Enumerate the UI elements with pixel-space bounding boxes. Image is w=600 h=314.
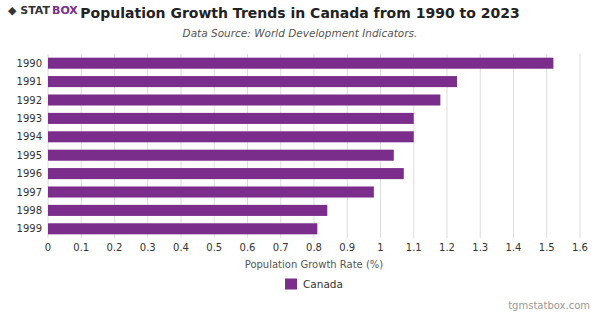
y-tick-label: 1991 [17, 76, 42, 87]
chart: Population Growth Trends in Canada from … [0, 0, 600, 314]
grid-line [546, 54, 547, 238]
y-tick-label: 1998 [17, 205, 42, 216]
bar [48, 94, 440, 105]
watermark: tgmstatbox.com [508, 300, 590, 311]
x-tick-label: 0.8 [306, 242, 322, 253]
bar [48, 76, 457, 87]
x-tick-label: 0.6 [240, 242, 256, 253]
x-tick-label: 0.7 [273, 242, 289, 253]
bar [48, 150, 394, 161]
x-tick-label: 1.3 [472, 242, 488, 253]
bar [48, 168, 404, 179]
bar [48, 186, 374, 197]
x-tick-label: 0.4 [173, 242, 189, 253]
y-tick-label: 1996 [17, 168, 42, 179]
x-tick-label: 0.2 [107, 242, 123, 253]
y-tick-label: 1994 [17, 131, 42, 142]
grid-line [480, 54, 481, 238]
x-tick-label: 1.2 [439, 242, 455, 253]
grid-line [513, 54, 514, 238]
legend: Canada [285, 278, 343, 290]
y-tick-label: 1993 [17, 113, 42, 124]
logo-text: ◆ STAT [8, 4, 51, 17]
legend-swatch [285, 279, 297, 290]
x-tick-label: 1 [377, 242, 383, 253]
x-tick-label: 1.6 [572, 242, 588, 253]
bar [48, 223, 317, 234]
y-tick-label: 1992 [17, 95, 42, 106]
x-tick-label: 1.4 [506, 242, 522, 253]
x-tick-label: 0.3 [140, 242, 156, 253]
logo-text: BOX [52, 4, 78, 17]
y-tick-label: 1999 [17, 223, 42, 234]
x-tick-label: 0.9 [339, 242, 355, 253]
legend-label: Canada [303, 278, 343, 290]
bar [48, 58, 553, 69]
y-tick-label: 1995 [17, 150, 42, 161]
bar [48, 205, 327, 216]
x-axis-label: Population Growth Rate (%) [245, 259, 384, 270]
grid-line [580, 54, 581, 238]
subtitle: Data Source: World Development Indicator… [183, 27, 418, 39]
bars [48, 58, 553, 235]
bar [48, 131, 414, 142]
x-tick-label: 0.1 [73, 242, 89, 253]
y-tick-label: 1990 [17, 58, 42, 69]
x-tick-label: 1.5 [539, 242, 555, 253]
x-tick-label: 0.5 [206, 242, 222, 253]
grid [48, 54, 580, 238]
title: Population Growth Trends in Canada from … [80, 5, 519, 21]
y-tick-label: 1997 [17, 187, 42, 198]
bar [48, 113, 414, 124]
x-tick-label: 0 [45, 242, 51, 253]
x-tick-label: 1.1 [406, 242, 422, 253]
